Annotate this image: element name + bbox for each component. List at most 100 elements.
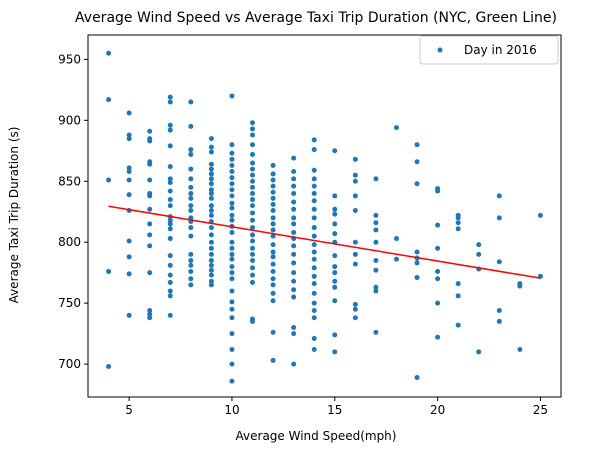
data-point xyxy=(311,300,317,306)
data-point xyxy=(188,268,194,274)
y-tick-label: 800 xyxy=(58,235,81,249)
data-point xyxy=(147,307,153,313)
data-point xyxy=(167,164,173,170)
data-point xyxy=(167,94,173,100)
x-tick-label: 25 xyxy=(533,403,548,417)
data-point xyxy=(373,176,379,182)
data-point xyxy=(332,349,338,355)
legend-box xyxy=(419,35,559,65)
data-point xyxy=(270,201,276,207)
data-point xyxy=(229,256,235,262)
data-point xyxy=(147,232,153,238)
data-point xyxy=(106,364,112,370)
data-point xyxy=(167,99,173,105)
data-point xyxy=(291,361,297,367)
data-point xyxy=(250,225,256,231)
data-point xyxy=(250,265,256,271)
data-point xyxy=(167,262,173,268)
axes: 5 10 15 20 25 700 750 800 850 900 950 xyxy=(58,34,562,417)
data-point xyxy=(352,208,358,214)
data-point xyxy=(188,99,194,105)
data-point xyxy=(311,290,317,296)
data-point xyxy=(250,172,256,178)
data-point xyxy=(188,225,194,231)
data-point xyxy=(208,136,214,142)
data-point xyxy=(229,288,235,294)
data-point xyxy=(208,171,214,177)
data-point xyxy=(188,190,194,196)
data-point xyxy=(517,346,523,352)
data-point xyxy=(167,217,173,223)
data-point xyxy=(311,346,317,352)
data-point xyxy=(373,212,379,218)
y-tick-label: 700 xyxy=(58,357,81,371)
data-point xyxy=(373,284,379,290)
data-point xyxy=(435,268,441,274)
data-point xyxy=(291,331,297,337)
data-point xyxy=(476,251,482,257)
data-point xyxy=(250,232,256,238)
data-point xyxy=(126,110,132,116)
data-point xyxy=(311,225,317,231)
y-tick-label: 950 xyxy=(58,52,81,66)
data-point xyxy=(208,267,214,273)
data-point xyxy=(332,231,338,237)
data-point xyxy=(106,268,112,274)
data-point xyxy=(229,181,235,187)
data-point xyxy=(455,293,461,299)
data-point xyxy=(311,265,317,271)
data-point xyxy=(352,261,358,267)
x-tick-label: 15 xyxy=(327,403,342,417)
data-point xyxy=(291,155,297,161)
data-point xyxy=(208,272,214,278)
data-point xyxy=(250,126,256,132)
data-point xyxy=(106,177,112,183)
data-point xyxy=(332,211,338,217)
data-point xyxy=(126,177,132,183)
data-point xyxy=(270,162,276,168)
data-point xyxy=(147,311,153,317)
data-point xyxy=(311,273,317,279)
data-point xyxy=(188,262,194,268)
data-point xyxy=(435,334,441,340)
data-point xyxy=(393,125,399,131)
data-point xyxy=(270,215,276,221)
y-tick-label: 750 xyxy=(58,296,81,310)
data-point xyxy=(250,166,256,172)
data-point xyxy=(250,120,256,126)
data-point xyxy=(311,198,317,204)
data-point xyxy=(311,315,317,321)
data-point xyxy=(270,254,276,260)
data-point xyxy=(250,160,256,166)
data-point xyxy=(517,283,523,289)
data-point xyxy=(188,195,194,201)
data-point xyxy=(435,300,441,306)
data-point xyxy=(332,298,338,304)
data-point xyxy=(435,245,441,251)
data-point xyxy=(311,147,317,153)
data-point xyxy=(291,221,297,227)
data-point xyxy=(270,208,276,214)
data-point xyxy=(311,335,317,341)
data-point xyxy=(352,156,358,162)
data-point xyxy=(208,232,214,238)
data-point xyxy=(229,193,235,199)
data-point xyxy=(414,142,420,148)
data-point xyxy=(332,278,338,284)
data-point xyxy=(435,188,441,194)
data-point xyxy=(352,178,358,184)
x-axis-label: Average Wind Speed(mph) xyxy=(236,429,397,443)
data-point xyxy=(270,177,276,183)
data-point xyxy=(270,171,276,177)
data-point xyxy=(126,238,132,244)
data-point xyxy=(208,161,214,167)
data-point xyxy=(229,306,235,312)
data-point xyxy=(229,251,235,257)
data-point xyxy=(393,256,399,262)
legend: Day in 2016 xyxy=(419,35,559,65)
data-point xyxy=(106,97,112,103)
data-point xyxy=(208,262,214,268)
data-point xyxy=(332,193,338,199)
data-point xyxy=(167,203,173,209)
